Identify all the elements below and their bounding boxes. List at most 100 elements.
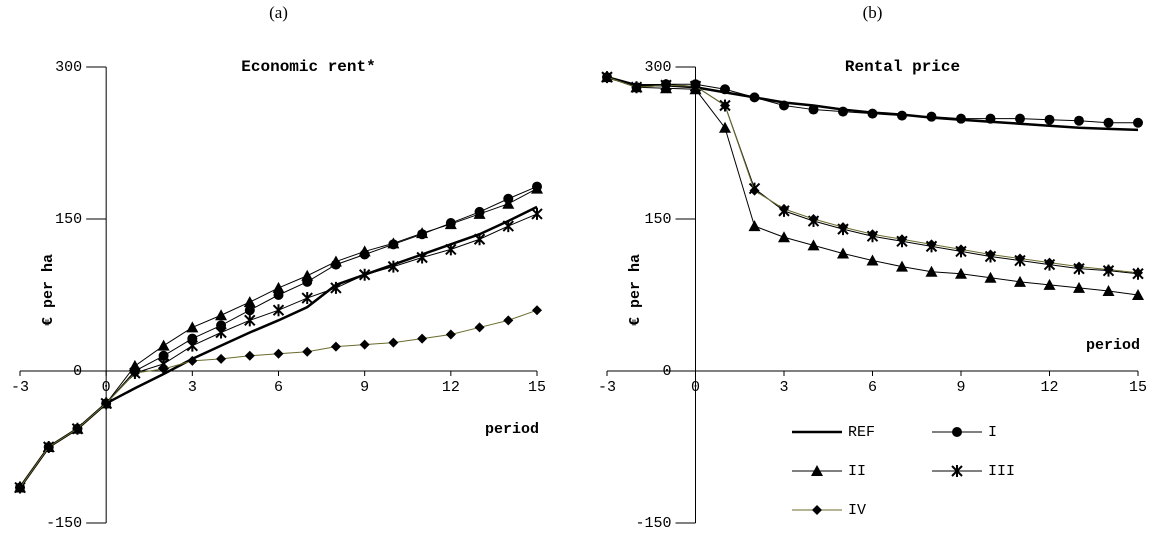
marker (387, 237, 400, 249)
marker (387, 260, 400, 273)
marker (778, 231, 790, 243)
x-tick-label: 9 (956, 379, 965, 396)
x-tick-label: 3 (188, 379, 197, 396)
marker (1044, 257, 1055, 268)
marker (985, 249, 996, 260)
series-line (19, 188, 538, 488)
marker (1044, 114, 1055, 125)
marker (1133, 117, 1143, 128)
marker (158, 363, 169, 374)
marker (244, 350, 255, 361)
x-tick-label: 6 (868, 379, 877, 396)
marker (779, 203, 789, 214)
marker (720, 84, 730, 95)
marker (1102, 284, 1115, 296)
marker (216, 353, 227, 364)
x-tick-label: -3 (11, 379, 29, 396)
marker (417, 333, 428, 344)
marker (812, 505, 822, 515)
series-line (606, 76, 1139, 274)
marker (925, 265, 938, 277)
y-tick-label: 300 (644, 59, 671, 76)
marker (661, 80, 671, 91)
marker (272, 304, 285, 317)
marker (532, 305, 542, 316)
marker (896, 260, 908, 272)
y-axis-label: € per ha (40, 254, 57, 326)
series-line (606, 76, 1139, 275)
legend-label: IV (848, 502, 866, 519)
marker (897, 110, 907, 121)
marker (358, 245, 371, 257)
marker (690, 81, 701, 92)
marker (43, 442, 54, 452)
legend-label: REF (848, 424, 875, 441)
x-tick-label: 0 (102, 379, 111, 396)
x-tick-label: -3 (598, 379, 616, 396)
y-tick-label: 150 (55, 211, 82, 228)
marker (244, 314, 256, 327)
marker (719, 121, 731, 133)
x-tick-label: 3 (779, 379, 788, 396)
marker (187, 333, 198, 344)
marker (473, 233, 486, 246)
marker (15, 482, 25, 493)
marker (359, 339, 370, 350)
marker (866, 254, 879, 266)
series-line (606, 75, 1139, 132)
marker (128, 359, 141, 371)
chart-title: Rental price (845, 58, 960, 76)
y-tick-label: 300 (55, 59, 82, 76)
series-line (18, 205, 538, 489)
marker (416, 251, 428, 264)
marker (779, 100, 789, 111)
marker (531, 182, 543, 194)
legend-label: I (988, 424, 997, 441)
x-tick-label: 0 (691, 379, 700, 396)
x-tick-label: 6 (274, 379, 283, 396)
marker (416, 227, 429, 239)
marker (1014, 275, 1026, 287)
marker (748, 220, 761, 232)
x-tick-label: 9 (360, 379, 369, 396)
marker (215, 309, 228, 321)
marker (358, 268, 371, 281)
marker (1015, 253, 1025, 264)
x-tick-label: 12 (442, 379, 460, 396)
marker (956, 113, 966, 124)
marker (952, 427, 962, 437)
marker (602, 72, 612, 83)
marker (157, 339, 170, 351)
marker (985, 113, 996, 124)
marker (926, 111, 937, 122)
marker (474, 322, 485, 333)
x-tick-label: 15 (528, 379, 546, 396)
y-tick-label: -150 (635, 515, 671, 530)
marker (808, 214, 819, 224)
marker (749, 92, 760, 103)
marker (444, 218, 457, 230)
x-tick-label: 12 (1040, 379, 1058, 396)
y-tick-label: 0 (73, 363, 82, 380)
marker (186, 321, 199, 333)
x-tick-label: 15 (1129, 379, 1147, 396)
marker (502, 197, 515, 209)
marker (749, 185, 760, 196)
y-tick-label: 150 (644, 211, 671, 228)
marker (1074, 115, 1084, 126)
y-tick-label: -150 (46, 515, 82, 530)
series-line (19, 309, 538, 488)
marker (301, 269, 314, 281)
marker (445, 243, 457, 256)
x-axis-label: period (485, 421, 539, 438)
marker (808, 104, 819, 115)
marker (1015, 113, 1025, 124)
marker (897, 234, 907, 245)
marker (329, 255, 342, 267)
marker (158, 350, 169, 361)
legend-label: III (988, 463, 1015, 480)
y-axis-label: € per ha (627, 254, 644, 326)
chart-title: Economic rent* (241, 58, 375, 76)
